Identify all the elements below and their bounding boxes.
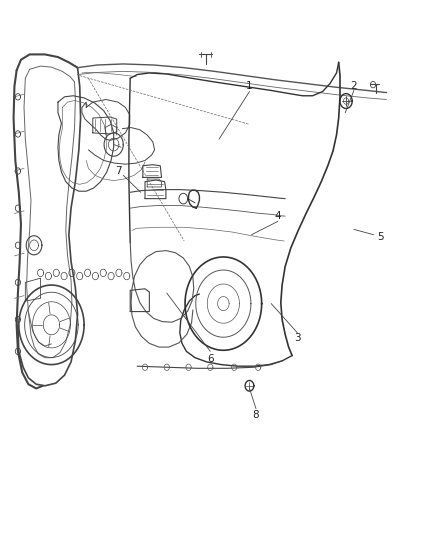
Text: 6: 6 [207, 354, 214, 364]
Text: 4: 4 [275, 211, 281, 221]
Text: 2: 2 [350, 81, 357, 91]
Text: 8: 8 [253, 410, 259, 420]
Text: 1: 1 [246, 81, 253, 91]
Text: 5: 5 [377, 232, 383, 243]
Text: 3: 3 [294, 333, 300, 343]
Text: 7: 7 [116, 166, 122, 176]
